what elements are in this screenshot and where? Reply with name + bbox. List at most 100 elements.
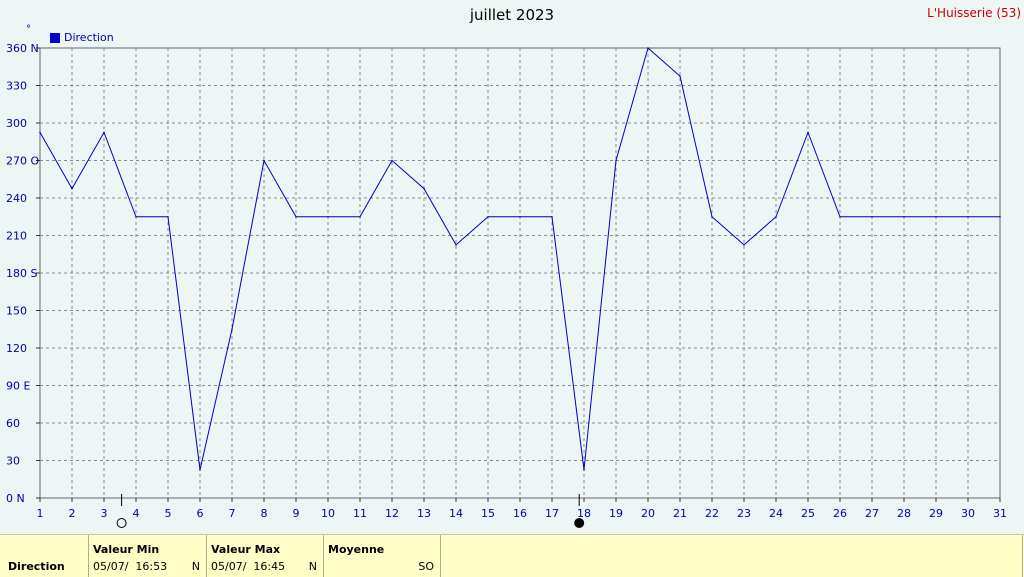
summary-footer: Direction Valeur Min 05/07/ 16:53 N Vale… bbox=[0, 534, 1024, 577]
data-point bbox=[679, 75, 681, 77]
max-direction: N bbox=[308, 560, 317, 573]
min-direction: N bbox=[191, 560, 200, 573]
data-point bbox=[871, 215, 873, 218]
x-tick-label: 21 bbox=[673, 507, 687, 520]
y-tick-label: 240 bbox=[6, 192, 27, 205]
x-tick-label: 31 bbox=[993, 507, 1007, 520]
x-tick-label: 10 bbox=[321, 507, 335, 520]
min-time: 16:53 bbox=[135, 560, 168, 573]
data-point bbox=[359, 215, 361, 218]
x-tick-label: 2 bbox=[69, 507, 76, 520]
x-tick-label: 9 bbox=[293, 507, 300, 520]
data-point bbox=[327, 215, 329, 218]
x-tick-label: 24 bbox=[769, 507, 783, 520]
data-point bbox=[487, 215, 489, 218]
data-point bbox=[455, 244, 457, 246]
x-tick-label: 30 bbox=[961, 507, 975, 520]
x-tick-label: 29 bbox=[929, 507, 943, 520]
x-tick-label: 13 bbox=[417, 507, 431, 520]
x-tick-label: 18 bbox=[577, 507, 591, 520]
data-point bbox=[167, 215, 169, 218]
filled-circle-marker bbox=[574, 518, 585, 528]
x-tick-label: 25 bbox=[801, 507, 815, 520]
max-datetime: 05/07/ 16:45 bbox=[211, 560, 285, 573]
footer-empty-cell bbox=[441, 535, 1023, 577]
data-point bbox=[615, 159, 617, 162]
y-tick-label: 270 O bbox=[6, 155, 39, 168]
data-point bbox=[71, 187, 73, 190]
x-tick-label: 26 bbox=[833, 507, 847, 520]
chart-legend: Direction bbox=[50, 31, 114, 44]
x-tick-label: 20 bbox=[641, 507, 655, 520]
data-point bbox=[199, 469, 201, 471]
data-point bbox=[647, 47, 649, 49]
x-tick-label: 19 bbox=[609, 507, 623, 520]
min-date: 05/07/ bbox=[93, 560, 129, 573]
x-tick-label: 15 bbox=[481, 507, 495, 520]
x-tick-label: 7 bbox=[229, 507, 236, 520]
y-tick-label: 180 S bbox=[6, 267, 37, 280]
footer-row-label-cell: Direction bbox=[0, 535, 89, 577]
data-point bbox=[423, 187, 425, 190]
open-circle-marker bbox=[116, 518, 127, 528]
data-point bbox=[103, 131, 105, 134]
chart-title: juillet 2023 bbox=[469, 6, 555, 24]
data-point bbox=[519, 215, 521, 218]
x-tick-label: 8 bbox=[261, 507, 268, 520]
data-point bbox=[135, 215, 137, 218]
data-point bbox=[295, 215, 297, 218]
x-tick-label: 14 bbox=[449, 507, 463, 520]
x-tick-label: 4 bbox=[133, 507, 140, 520]
footer-avg-cell: Moyenne SO bbox=[324, 535, 441, 577]
x-tick-label: 17 bbox=[545, 507, 559, 520]
data-point bbox=[775, 215, 777, 218]
min-header: Valeur Min bbox=[93, 543, 160, 556]
data-point bbox=[967, 215, 969, 218]
min-datetime: 05/07/ 16:53 bbox=[93, 560, 167, 573]
data-point bbox=[263, 159, 265, 162]
y-tick-label: 120 bbox=[6, 342, 27, 355]
data-point bbox=[807, 131, 809, 134]
data-point bbox=[743, 244, 745, 246]
data-point bbox=[391, 159, 393, 162]
x-tick-label: 16 bbox=[513, 507, 527, 520]
y-unit-mark: ° bbox=[26, 24, 31, 35]
data-point bbox=[583, 469, 585, 471]
y-tick-label: 150 bbox=[6, 305, 27, 318]
x-tick-label: 12 bbox=[385, 507, 399, 520]
avg-header: Moyenne bbox=[328, 543, 385, 556]
data-point bbox=[839, 215, 841, 218]
data-point bbox=[711, 215, 713, 218]
y-tick-label: 30 bbox=[6, 455, 20, 468]
y-tick-label: 210 bbox=[6, 230, 27, 243]
footer-min-cell: Valeur Min 05/07/ 16:53 N bbox=[89, 535, 207, 577]
x-tick-label: 5 bbox=[165, 507, 172, 520]
data-point bbox=[935, 215, 937, 218]
y-tick-label: 360 N bbox=[6, 42, 39, 55]
x-tick-label: 27 bbox=[865, 507, 879, 520]
footer-row-label: Direction bbox=[8, 560, 65, 573]
x-tick-label: 1 bbox=[37, 507, 44, 520]
avg-direction: SO bbox=[418, 560, 434, 573]
max-time: 16:45 bbox=[253, 560, 286, 573]
y-tick-label: 60 bbox=[6, 417, 20, 430]
data-point bbox=[903, 215, 905, 218]
legend-swatch bbox=[50, 32, 60, 43]
max-date: 05/07/ bbox=[211, 560, 247, 573]
max-header: Valeur Max bbox=[211, 543, 281, 556]
legend-label: Direction bbox=[64, 31, 114, 44]
x-tick-label: 6 bbox=[197, 507, 204, 520]
station-name: L'Huisserie (53) bbox=[927, 6, 1021, 20]
y-tick-label: 90 E bbox=[6, 380, 30, 393]
x-tick-label: 3 bbox=[101, 507, 108, 520]
x-tick-label: 28 bbox=[897, 507, 911, 520]
x-tick-label: 23 bbox=[737, 507, 751, 520]
data-point bbox=[39, 131, 41, 134]
data-point bbox=[231, 328, 233, 331]
y-tick-label: 0 N bbox=[6, 492, 25, 505]
x-tick-label: 22 bbox=[705, 507, 719, 520]
footer-max-cell: Valeur Max 05/07/ 16:45 N bbox=[207, 535, 324, 577]
data-point bbox=[999, 215, 1001, 218]
y-tick-label: 300 bbox=[6, 117, 27, 130]
